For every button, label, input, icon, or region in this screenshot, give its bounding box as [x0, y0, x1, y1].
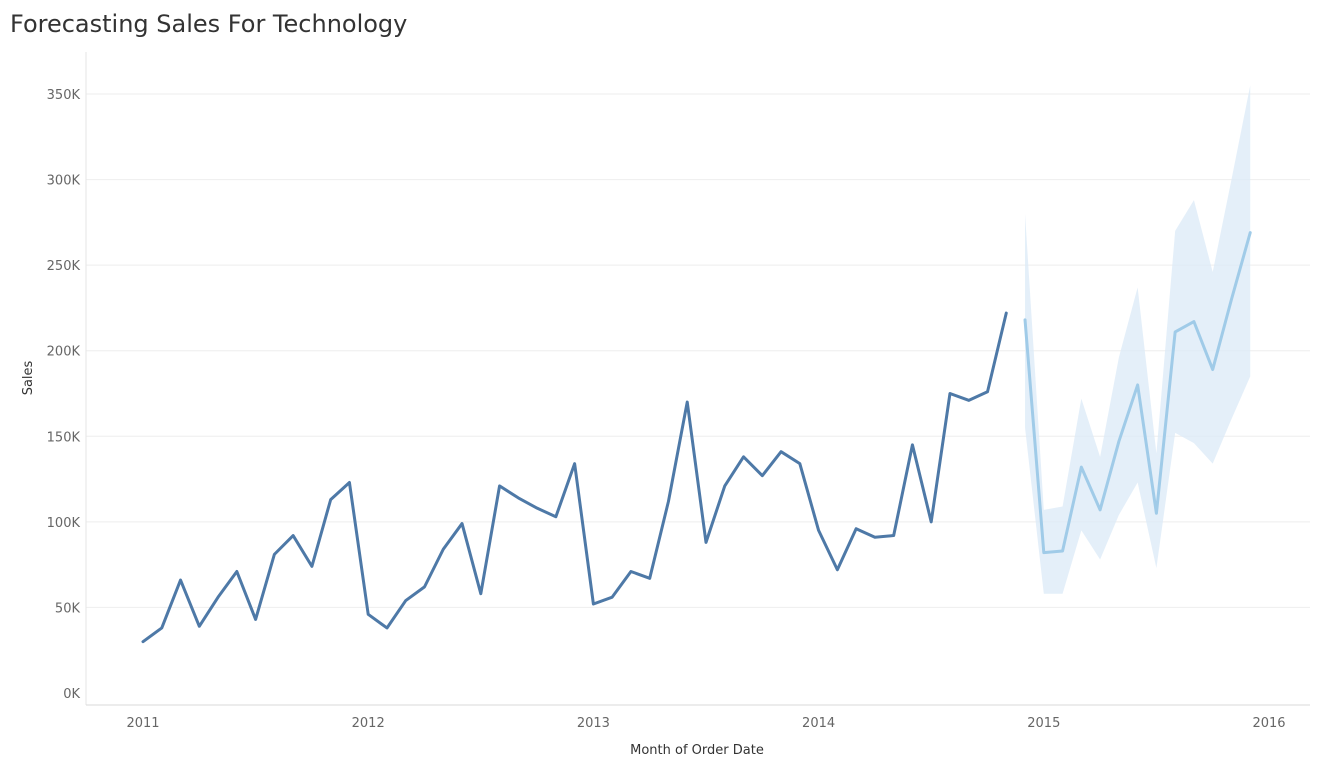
x-tick-label-1: 2012: [352, 716, 385, 731]
series-lines: [141, 231, 1252, 644]
y-tick-label-1: 50K: [55, 601, 81, 616]
y-tick-label-0: 0K: [63, 687, 80, 702]
actual-sales-line: [141, 311, 1008, 644]
y-tick-label-6: 300K: [47, 174, 81, 189]
x-axis-label: Month of Order Date: [630, 743, 764, 758]
y-tick-label-5: 250K: [47, 259, 81, 274]
forecast-band: [1025, 85, 1251, 594]
gridlines: [86, 93, 1310, 608]
y-tick-labels: 0K 50K 100K 150K 200K 250K 300K 350K: [47, 88, 81, 702]
x-tick-label-4: 2015: [1027, 716, 1060, 731]
forecast-prediction-interval: [1025, 85, 1251, 594]
y-tick-label-4: 200K: [47, 345, 81, 360]
y-tick-label-2: 100K: [47, 516, 81, 531]
x-tick-label-0: 2011: [126, 716, 159, 731]
forecast-sales-line: [1023, 231, 1252, 555]
y-tick-label-3: 150K: [47, 430, 81, 445]
y-tick-label-7: 350K: [47, 88, 81, 103]
x-tick-label-2: 2013: [577, 716, 610, 731]
x-tick-label-5: 2016: [1252, 716, 1285, 731]
x-tick-labels: 2011 2012 2013 2014 2015 2016: [126, 716, 1285, 731]
x-tick-label-3: 2014: [802, 716, 835, 731]
chart-title: Forecasting Sales For Technology: [10, 10, 408, 38]
axes: [85, 52, 1310, 706]
y-axis-label: Sales: [21, 360, 36, 395]
